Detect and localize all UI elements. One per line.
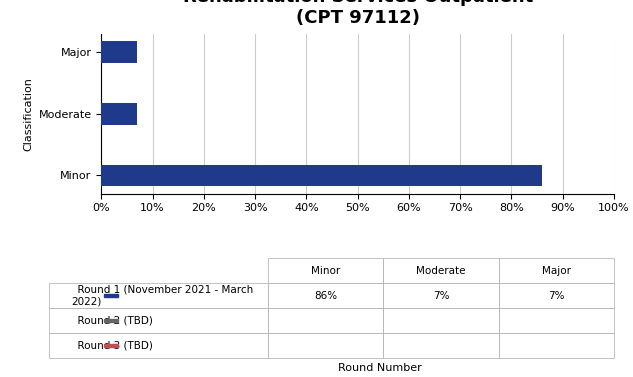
FancyBboxPatch shape [104,319,118,322]
Bar [101,103,137,124]
FancyBboxPatch shape [104,344,118,347]
Title: Rehabilitation Services Outpatient
(CPT 97112): Rehabilitation Services Outpatient (CPT … [182,0,533,27]
Y-axis label: Classification: Classification [23,77,33,151]
FancyBboxPatch shape [104,294,118,297]
Bar [101,165,542,186]
Bar [101,41,137,63]
Text: Round Number: Round Number [338,363,422,373]
